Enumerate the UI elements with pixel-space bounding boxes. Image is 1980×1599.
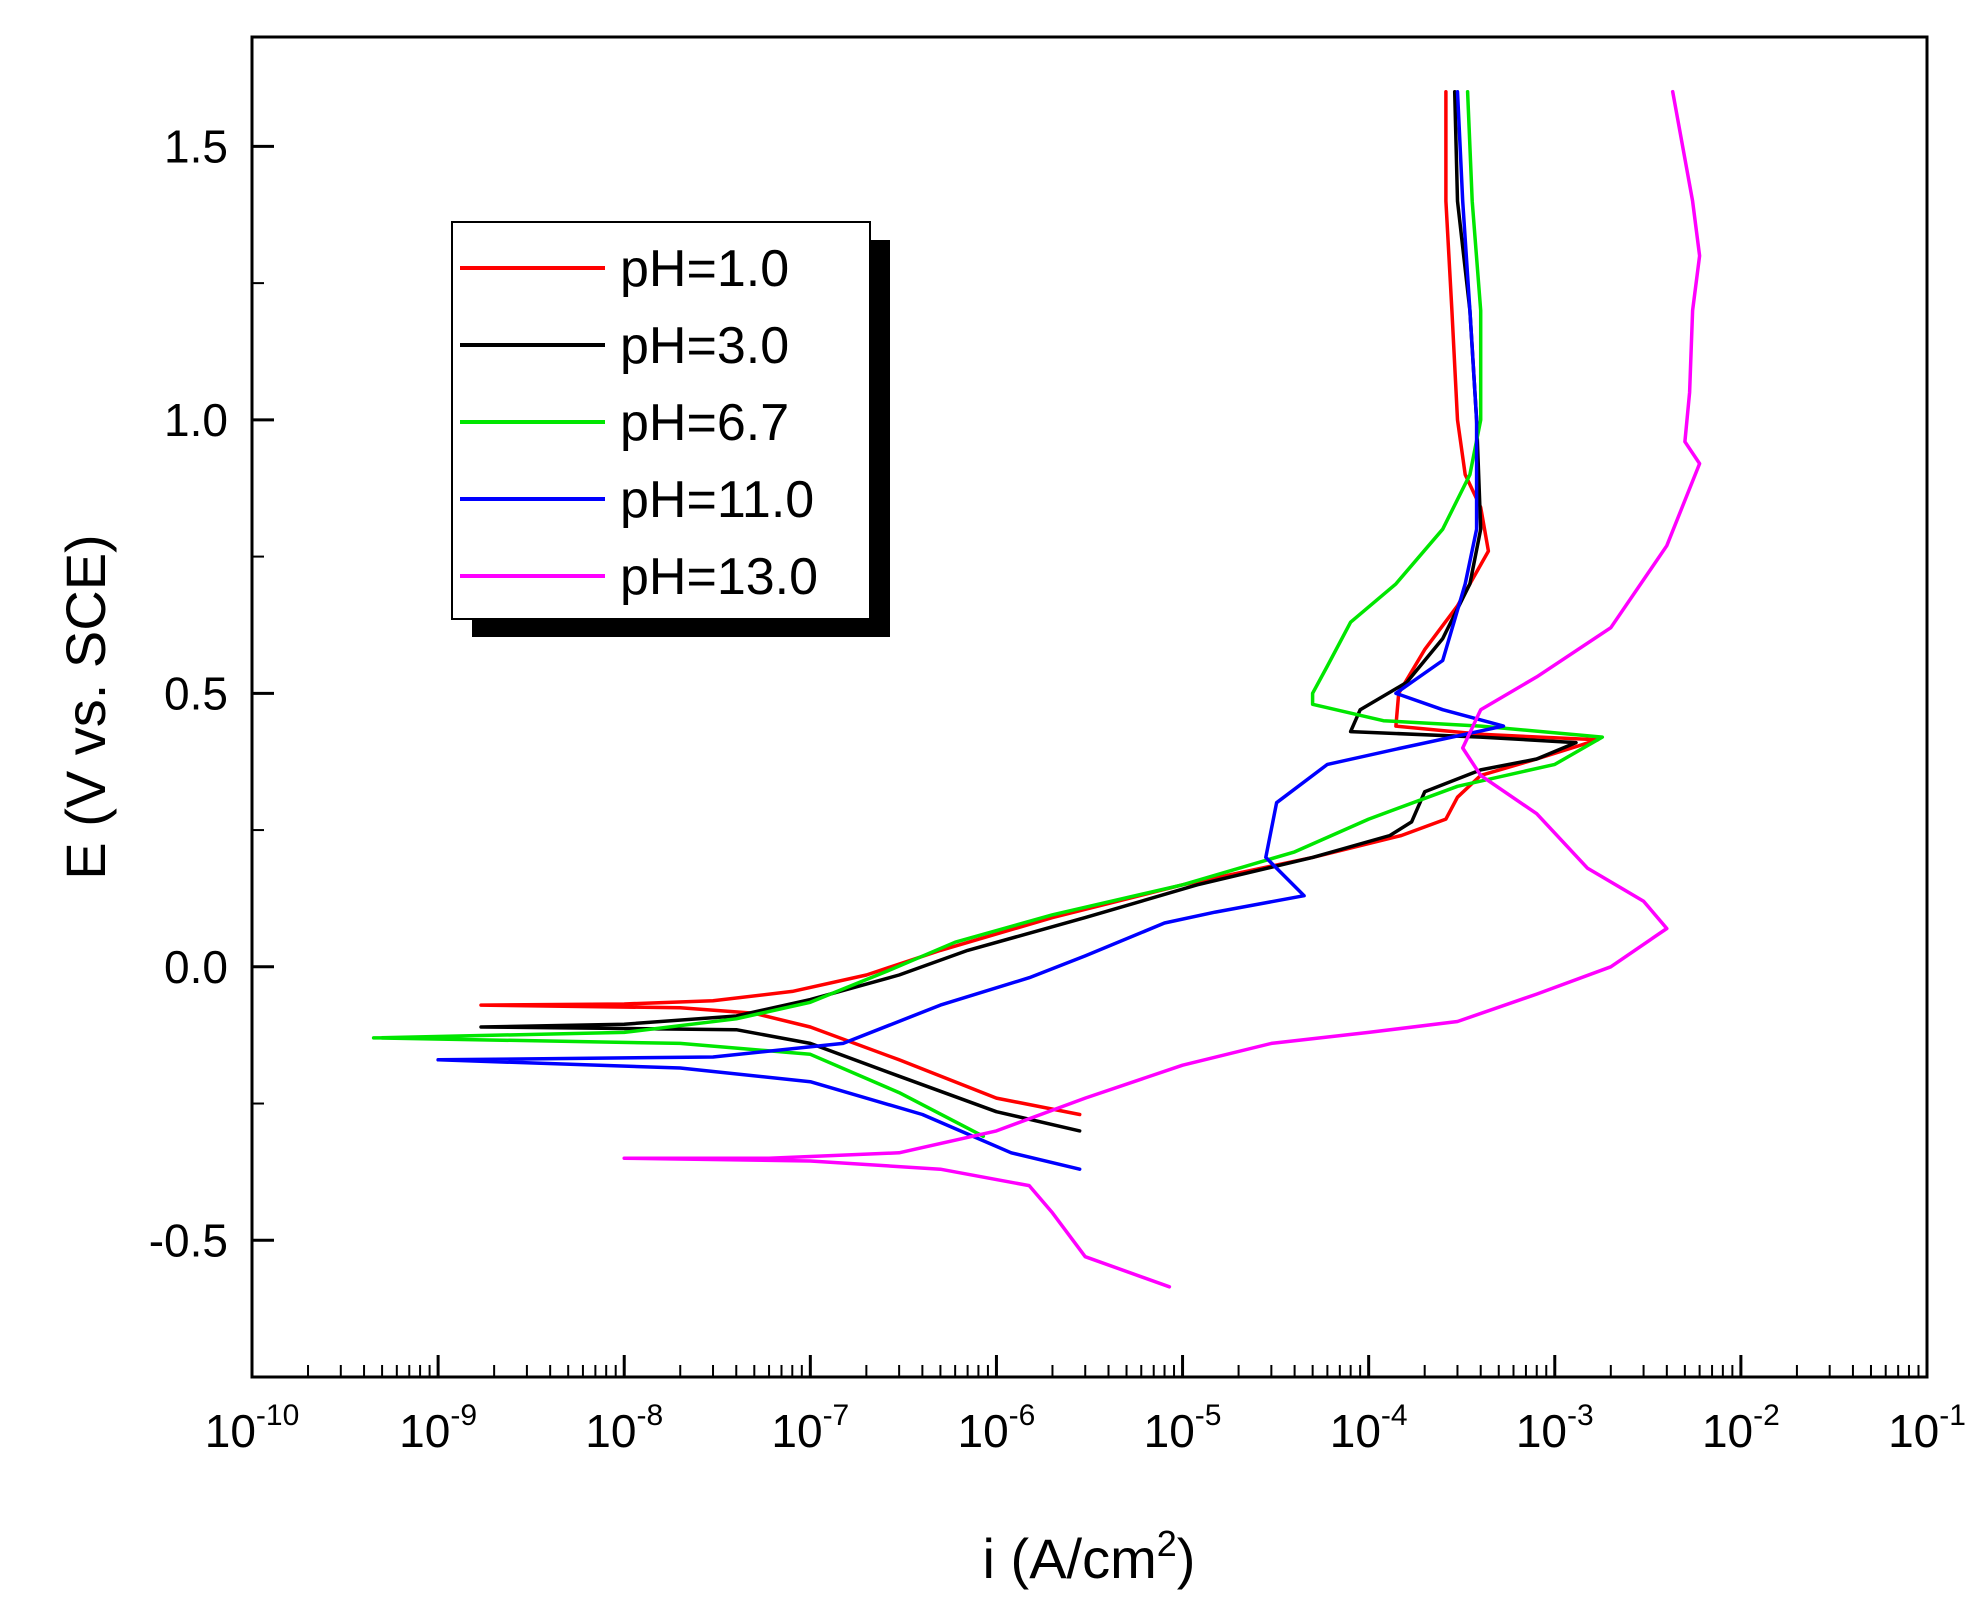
x-tick-label: 10-6 xyxy=(958,1399,1036,1457)
ticks-layer: 10-10 10-9 10-8 10-7 10-6 10-5 10-4 10-3 10-2 10-… xyxy=(149,120,1966,1457)
x-tick-label: 10-4 xyxy=(1330,1399,1408,1457)
legend: pH=1.0 pH=3.0 pH=6.7 pH=11.0 pH=13.0 xyxy=(451,221,890,637)
series-line-ph-6-7 xyxy=(371,89,1605,1139)
x-tick-label: 10-1 xyxy=(1888,1399,1966,1457)
legend-label: pH=13.0 xyxy=(620,548,818,606)
y-tick-label: 1.0 xyxy=(164,394,228,446)
y-tick-label: 0.0 xyxy=(164,941,228,993)
x-tick-label: 10-10 xyxy=(205,1399,300,1457)
y-tick-label: 0.5 xyxy=(164,667,228,719)
legend-label: pH=1.0 xyxy=(620,240,789,298)
x-tick-label: 10-2 xyxy=(1702,1399,1780,1457)
legend-label: pH=6.7 xyxy=(620,394,789,452)
legend-label: pH=3.0 xyxy=(620,317,789,375)
x-tick-label: 10-9 xyxy=(399,1399,477,1457)
x-tick-label: 10-5 xyxy=(1144,1399,1222,1457)
x-axis-label: i (A/cm2) xyxy=(983,1523,1196,1590)
series-line-ph-3-0 xyxy=(479,89,1578,1133)
y-tick-label: -0.5 xyxy=(149,1214,228,1266)
series-layer xyxy=(371,89,1702,1289)
x-tick-label: 10-3 xyxy=(1516,1399,1594,1457)
y-axis-label: E (V vs. SCE) xyxy=(54,534,117,879)
series-line-ph-11-0 xyxy=(436,89,1506,1171)
series-line-ph-1-0 xyxy=(479,89,1600,1117)
legend-label: pH=11.0 xyxy=(620,471,814,529)
y-tick-label: 1.5 xyxy=(164,120,228,172)
plot-frame xyxy=(250,35,1929,1379)
series-line-ph-13-0 xyxy=(622,89,1702,1289)
x-tick-label: 10-8 xyxy=(585,1399,663,1457)
x-tick-label: 10-7 xyxy=(771,1399,849,1457)
